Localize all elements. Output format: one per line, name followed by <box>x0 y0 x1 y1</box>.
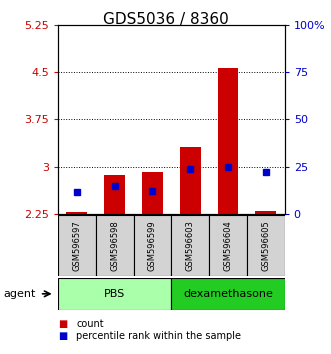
Text: GSM596604: GSM596604 <box>223 220 232 271</box>
Text: GSM596599: GSM596599 <box>148 220 157 271</box>
Text: GSM596603: GSM596603 <box>186 220 195 271</box>
Text: count: count <box>76 319 104 329</box>
Text: PBS: PBS <box>104 289 125 299</box>
Bar <box>67 212 87 214</box>
Bar <box>209 215 247 276</box>
Bar <box>104 175 125 214</box>
Bar <box>58 215 96 276</box>
Bar <box>171 215 209 276</box>
Text: agent: agent <box>3 289 36 299</box>
Bar <box>96 215 133 276</box>
Text: percentile rank within the sample: percentile rank within the sample <box>76 331 241 341</box>
Bar <box>217 68 238 214</box>
Bar <box>247 215 285 276</box>
Text: dexamethasone: dexamethasone <box>183 289 273 299</box>
Bar <box>180 147 201 214</box>
Bar <box>58 278 171 310</box>
Bar <box>142 172 163 214</box>
Bar <box>171 278 285 310</box>
Text: ■: ■ <box>58 331 67 341</box>
Bar <box>256 211 276 214</box>
Text: ■: ■ <box>58 319 67 329</box>
Bar <box>133 215 171 276</box>
Text: GSM596597: GSM596597 <box>72 220 81 271</box>
Text: GSM596605: GSM596605 <box>261 220 270 271</box>
Text: GDS5036 / 8360: GDS5036 / 8360 <box>103 12 228 27</box>
Text: GSM596598: GSM596598 <box>110 220 119 271</box>
